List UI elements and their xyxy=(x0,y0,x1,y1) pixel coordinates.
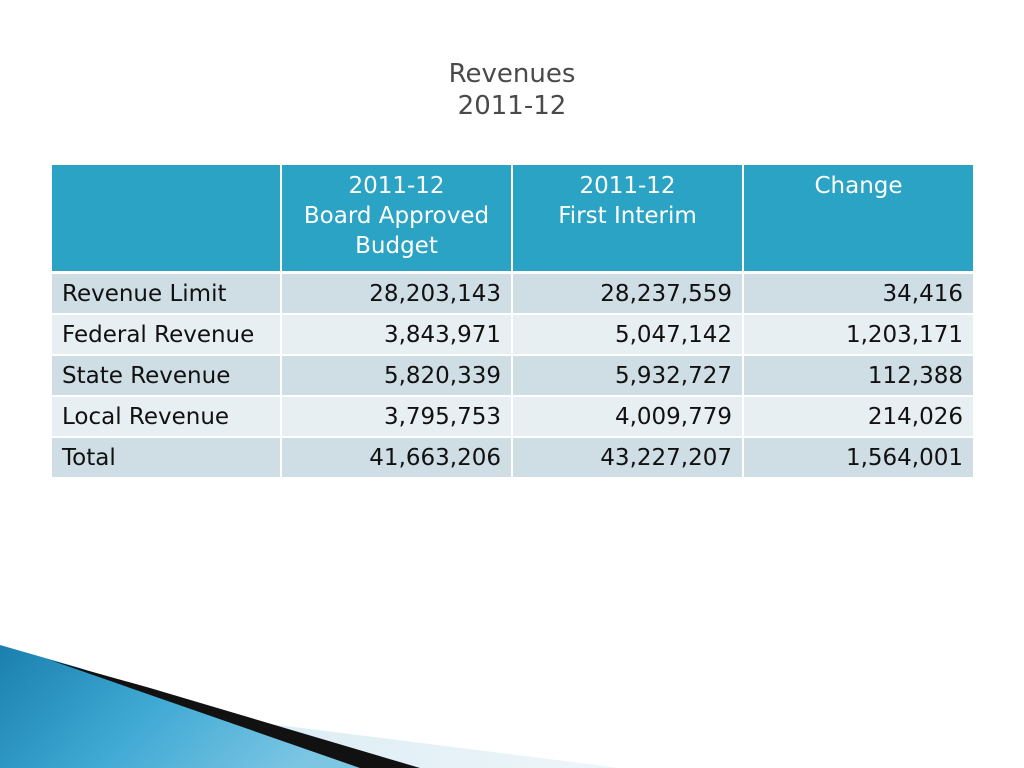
table-row: State Revenue 5,820,339 5,932,727 112,38… xyxy=(52,355,973,397)
table-row: Federal Revenue 3,843,971 5,047,142 1,20… xyxy=(52,314,973,356)
board-approved-value: 28,203,143 xyxy=(281,272,513,315)
header-line: 2011-12 xyxy=(348,173,445,199)
table-row: Local Revenue 3,795,753 4,009,779 214,02… xyxy=(52,396,973,438)
row-label: State Revenue xyxy=(52,355,282,397)
row-label: Total xyxy=(52,437,282,479)
table-row-total: Total 41,663,206 43,227,207 1,564,001 xyxy=(52,437,973,479)
first-interim-value: 28,237,559 xyxy=(512,272,744,315)
first-interim-value: 4,009,779 xyxy=(512,396,744,438)
change-value: 214,026 xyxy=(743,396,973,438)
table-row: Revenue Limit 28,203,143 28,237,559 34,4… xyxy=(52,272,973,315)
header-cell-board-approved: 2011-12 Board Approved Budget xyxy=(281,165,513,274)
row-label: Local Revenue xyxy=(52,396,282,438)
slide-title-line2: 2011-12 xyxy=(457,91,567,121)
slide-title-line1: Revenues xyxy=(448,59,576,89)
header-line: Board Approved xyxy=(303,203,490,229)
change-value: 1,203,171 xyxy=(743,314,973,356)
board-approved-value: 5,820,339 xyxy=(281,355,513,397)
change-value: 112,388 xyxy=(743,355,973,397)
revenue-table: 2011-12 Board Approved Budget 2011-12 Fi… xyxy=(52,165,973,479)
header-cell-first-interim: 2011-12 First Interim xyxy=(512,165,744,274)
first-interim-value: 5,932,727 xyxy=(512,355,744,397)
row-label: Federal Revenue xyxy=(52,314,282,356)
row-label: Revenue Limit xyxy=(52,272,282,315)
board-approved-value: 41,663,206 xyxy=(281,437,513,479)
first-interim-value: 5,047,142 xyxy=(512,314,744,356)
header-line: First Interim xyxy=(558,203,697,229)
header-cell-blank xyxy=(52,165,282,274)
board-approved-value: 3,795,753 xyxy=(281,396,513,438)
header-line: 2011-12 xyxy=(579,173,676,199)
table-header-row: 2011-12 Board Approved Budget 2011-12 Fi… xyxy=(52,165,973,274)
change-value: 1,564,001 xyxy=(743,437,973,479)
header-line: Change xyxy=(814,173,903,199)
deco-black-stripe xyxy=(50,660,420,768)
header-line: Budget xyxy=(355,233,438,259)
slide-title: Revenues 2011-12 xyxy=(0,58,1024,122)
header-cell-change: Change xyxy=(743,165,973,274)
board-approved-value: 3,843,971 xyxy=(281,314,513,356)
change-value: 34,416 xyxy=(743,272,973,315)
first-interim-value: 43,227,207 xyxy=(512,437,744,479)
